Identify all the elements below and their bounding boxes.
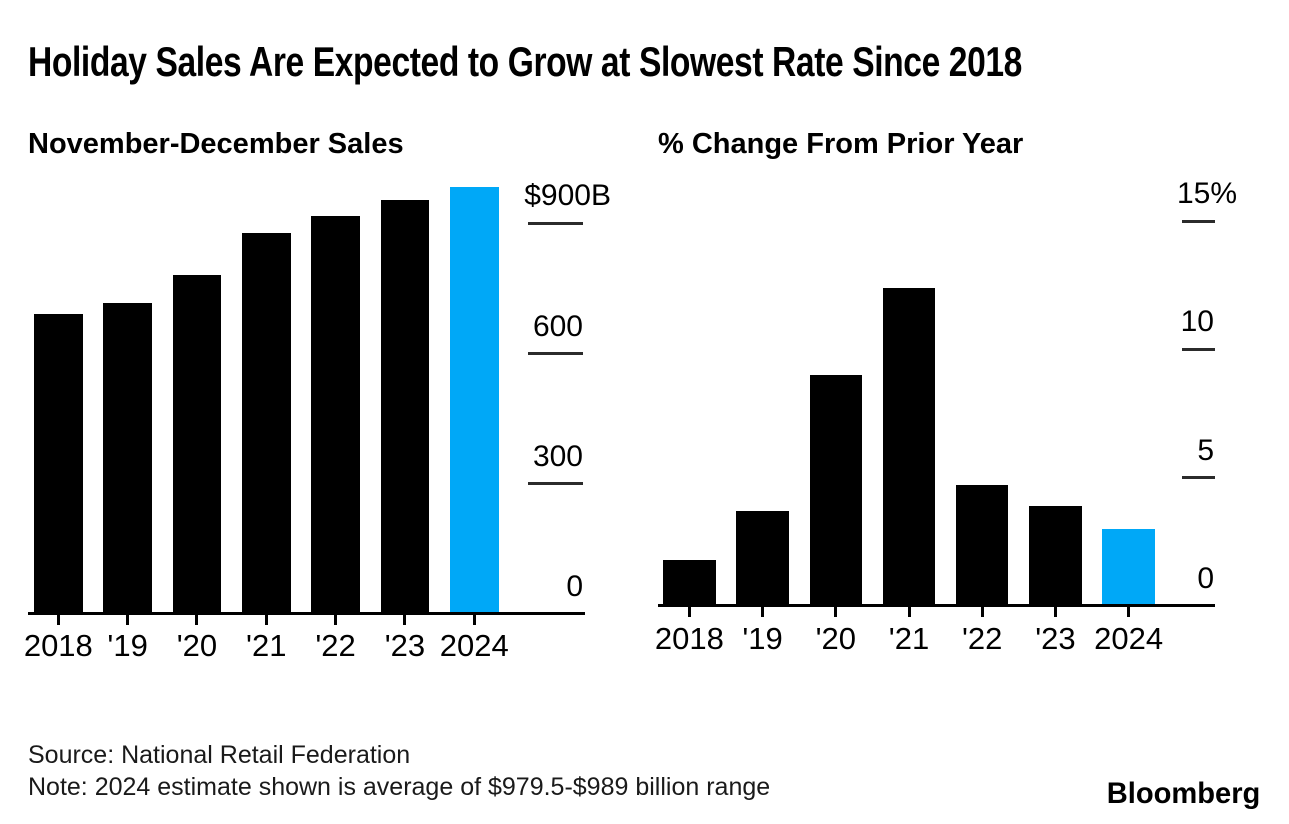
bar-21 <box>241 233 291 614</box>
source-note: Source: National Retail Federation <box>28 741 411 769</box>
y-axis-label-900: $900B <box>524 179 611 213</box>
y-axis-tick-900 <box>528 221 583 225</box>
y-axis-label-600: 600 <box>532 309 583 343</box>
x-axis-label-2024: 2024 <box>1094 621 1164 656</box>
x-axis-tick-2018 <box>56 614 60 625</box>
y-axis-label-0: 0 <box>1197 562 1214 595</box>
bar-23 <box>380 199 430 614</box>
x-axis-label-21: '21 <box>246 628 287 663</box>
x-axis-tick-22 <box>980 606 984 617</box>
y-axis-tick-10 <box>1182 347 1215 351</box>
x-axis-label-23: '23 <box>384 628 426 663</box>
x-axis-tick-19 <box>126 614 130 625</box>
y-axis-label-300: 300 <box>532 439 583 473</box>
x-axis-label-20: '20 <box>176 628 218 663</box>
x-axis-label-2018: 2018 <box>23 628 93 663</box>
x-axis-label-23: '23 <box>1035 621 1076 656</box>
bar-2018 <box>663 559 716 606</box>
x-axis-tick-20 <box>834 606 838 617</box>
bar-22 <box>956 485 1009 606</box>
x-axis-tick-21 <box>264 614 268 625</box>
x-axis-line <box>658 604 1215 607</box>
bar-2024 <box>1102 529 1155 606</box>
bar-20 <box>172 275 222 614</box>
x-axis-tick-22 <box>334 614 338 625</box>
x-axis-label-20: '20 <box>815 621 856 656</box>
y-axis-tick-600 <box>528 352 583 356</box>
x-axis-tick-2024 <box>472 614 476 625</box>
bar-2018 <box>34 314 83 614</box>
x-axis-tick-20 <box>195 614 199 625</box>
bar-19 <box>736 511 789 606</box>
y-axis-label-5: 5 <box>1197 433 1214 467</box>
y-axis-label-0: 0 <box>566 570 583 603</box>
x-axis-label-2018: 2018 <box>654 621 724 656</box>
x-axis-tick-23 <box>403 614 407 625</box>
y-axis-tick-300 <box>528 482 583 486</box>
y-axis-tick-5 <box>1182 476 1215 480</box>
y-axis-tick-15 <box>1182 219 1215 223</box>
x-axis-tick-2018 <box>687 606 691 617</box>
x-axis-tick-23 <box>1053 606 1057 617</box>
x-axis-tick-21 <box>907 606 911 617</box>
x-axis-label-19: '19 <box>107 628 148 663</box>
bloomberg-logo: Bloomberg <box>1106 777 1260 810</box>
x-axis-label-22: '22 <box>315 628 356 663</box>
figure-title: Holiday Sales Are Expected to Grow at Sl… <box>28 38 1022 85</box>
x-axis-line <box>28 612 585 615</box>
y-axis-label-15: 15% <box>1176 177 1237 211</box>
x-axis-label-22: '22 <box>961 621 1003 656</box>
x-axis-label-2024: 2024 <box>439 628 509 663</box>
bar-19 <box>103 303 152 614</box>
x-axis-label-21: '21 <box>888 621 930 656</box>
x-axis-tick-2024 <box>1127 606 1131 617</box>
x-axis-label-19: '19 <box>742 621 783 656</box>
bar-2024 <box>449 186 499 614</box>
bar-23 <box>1029 505 1082 606</box>
bar-21 <box>882 287 936 606</box>
left-chart-subtitle: November-December Sales <box>28 128 404 160</box>
y-axis-label-10: 10 <box>1180 305 1214 339</box>
right-chart-subtitle: % Change From Prior Year <box>658 128 1024 160</box>
bar-20 <box>809 375 862 606</box>
x-axis-tick-19 <box>761 606 765 617</box>
estimate-note: Note: 2024 estimate shown is average of … <box>28 773 771 801</box>
bar-22 <box>311 216 360 614</box>
